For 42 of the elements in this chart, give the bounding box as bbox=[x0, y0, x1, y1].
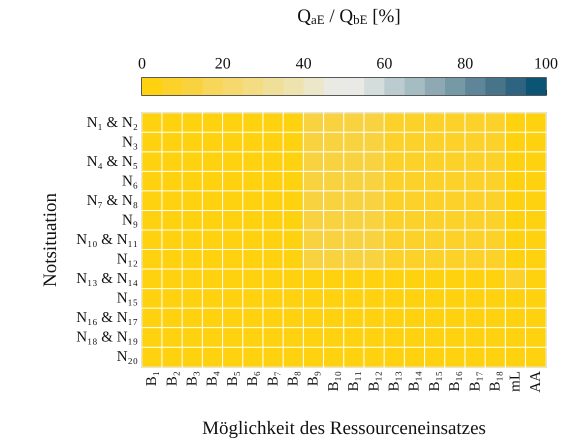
y-tick-label: N₂₀ bbox=[116, 349, 138, 366]
y-tick-label: N₁₈ & N₁₉ bbox=[76, 330, 138, 346]
x-tick-label: B₃ bbox=[184, 371, 200, 386]
color-bar-title: QaE / QbE [%] bbox=[297, 6, 401, 27]
y-tick-label: N₁₃ & N₁₄ bbox=[76, 271, 138, 288]
x-tick-label: B₉ bbox=[306, 371, 322, 386]
color-bar-label: 80 bbox=[457, 56, 474, 72]
color-bar-label: 0 bbox=[138, 56, 146, 72]
y-tick-label: N₇ & N₈ bbox=[86, 192, 138, 209]
y-tick-label: N₉ bbox=[122, 212, 138, 228]
x-tick-label: B₆ bbox=[245, 371, 262, 386]
x-tick-label: AA bbox=[528, 370, 544, 393]
x-tick-label: B₁₆ bbox=[447, 371, 464, 392]
x-tick-label: B₈ bbox=[286, 371, 302, 386]
y-axis-title: Notsituation bbox=[40, 192, 61, 287]
color-bar-label: 20 bbox=[214, 56, 231, 72]
y-tick-label: N₆ bbox=[122, 173, 138, 190]
y-tick-label: N₁ & N₂ bbox=[86, 114, 138, 131]
x-tick-label: B₁₃ bbox=[386, 371, 402, 392]
x-tick-label: B₁₁ bbox=[346, 371, 362, 392]
y-tick-label: N₁₂ bbox=[116, 252, 138, 268]
x-tick-label: mL bbox=[508, 371, 524, 392]
y-tick-label: N₄ & N₅ bbox=[86, 154, 138, 170]
x-tick-label: B₇ bbox=[265, 371, 282, 386]
x-axis-title: Möglichkeit des Ressourceneinsatzes bbox=[202, 418, 486, 439]
y-tick-label: N₁₆ & N₁₇ bbox=[76, 310, 138, 326]
color-bar-label: 100 bbox=[534, 56, 558, 72]
y-tick-label: N₁₀ & N₁₁ bbox=[76, 232, 138, 248]
y-tick-label: N₃ bbox=[122, 134, 138, 150]
x-tick-label: B₁ bbox=[144, 371, 160, 386]
color-bar-label: 40 bbox=[296, 56, 312, 72]
x-tick-label: B₁₀ bbox=[326, 371, 342, 392]
x-tick-label: B₄ bbox=[204, 371, 221, 386]
y-tick-label: N₁₅ bbox=[116, 290, 138, 307]
x-tick-label: B₁₄ bbox=[406, 371, 423, 392]
x-tick-label: B₁₂ bbox=[366, 371, 382, 392]
x-tick-label: B₁₅ bbox=[426, 371, 443, 392]
color-bar-label: 60 bbox=[376, 56, 392, 72]
x-tick-label: B₁₇ bbox=[467, 371, 484, 392]
x-tick-label: B₁₈ bbox=[488, 371, 504, 392]
x-tick-label: B₅ bbox=[224, 371, 241, 386]
x-tick-label: B₂ bbox=[164, 371, 180, 386]
